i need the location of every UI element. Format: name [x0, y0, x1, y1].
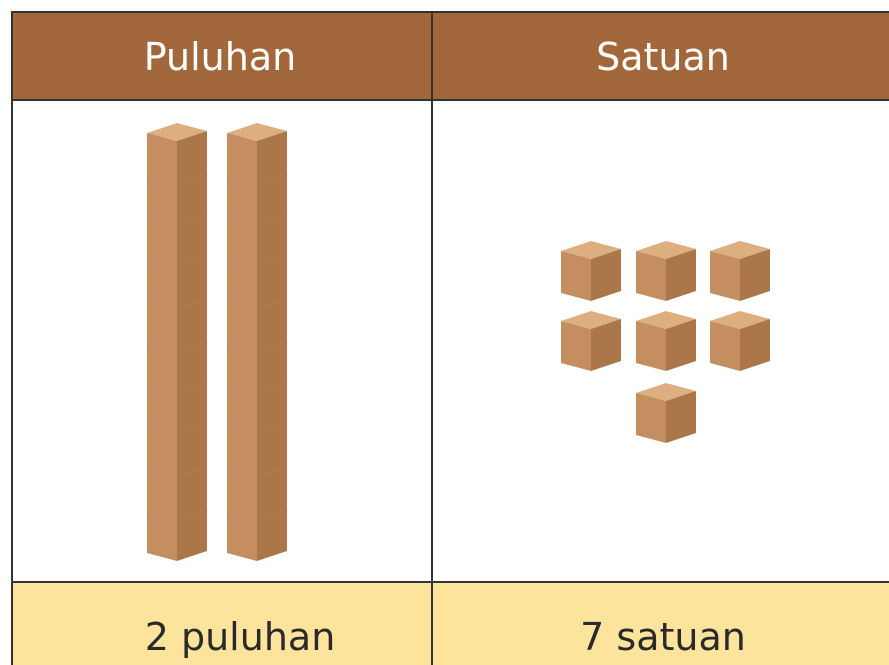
footer-row	[12, 582, 889, 665]
footer-cell: 2 puluhan	[145, 615, 336, 659]
footer-cell: 7 satuan	[580, 615, 746, 659]
header-row	[12, 12, 889, 100]
table-lines	[11, 11, 889, 665]
header-cell: Puluhan	[144, 35, 296, 79]
header-cell: Satuan	[596, 35, 730, 79]
